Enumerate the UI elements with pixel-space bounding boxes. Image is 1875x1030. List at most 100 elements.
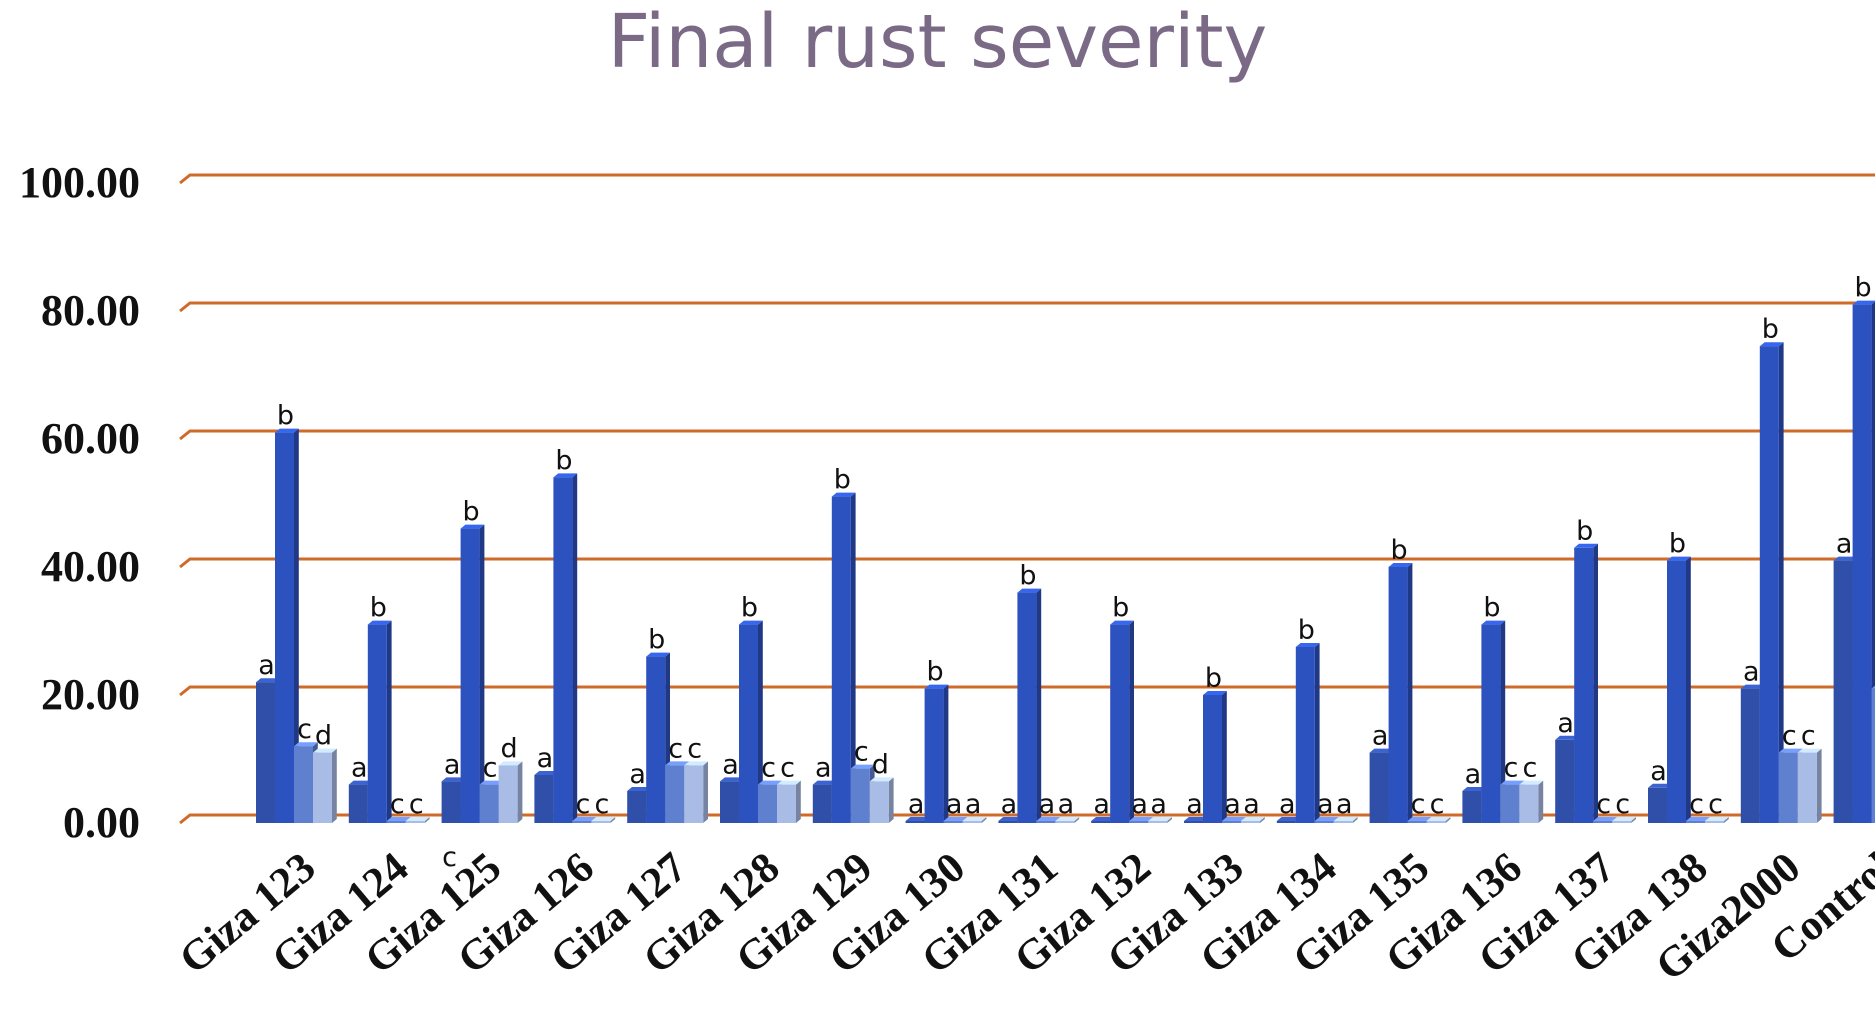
significance-letter: b [1298, 615, 1315, 646]
significance-letter: a [1317, 789, 1334, 820]
bar-top [869, 777, 894, 782]
significance-letter: d [872, 749, 889, 780]
bar [367, 624, 387, 823]
bar [1481, 624, 1501, 823]
bar-top [1833, 556, 1858, 561]
bar-top [1222, 817, 1246, 821]
bar-top [1612, 817, 1636, 821]
bar-top [1426, 817, 1451, 821]
bar [441, 781, 461, 823]
bar-side [294, 428, 299, 823]
bar-side [888, 777, 894, 823]
bar-top [1481, 620, 1506, 625]
bar-top [831, 492, 856, 497]
significance-letter: a [1279, 789, 1296, 820]
bar [1110, 624, 1130, 823]
bar [1426, 821, 1446, 823]
bar [1759, 346, 1779, 823]
bar-top [1740, 684, 1765, 689]
bar [1295, 647, 1315, 823]
significance-letter: a [1058, 789, 1075, 820]
bar-side [1593, 543, 1598, 823]
significance-letter: a [1186, 789, 1203, 820]
bar-side [1167, 817, 1172, 823]
bar-top [1555, 735, 1579, 740]
significance-letter: b [1019, 561, 1036, 592]
significance-letter: a [722, 749, 739, 780]
bar-side [1724, 817, 1729, 823]
bar-top [460, 524, 485, 529]
significance-letter: c [1430, 789, 1445, 820]
significance-letter: a [1001, 789, 1018, 820]
bar-side [703, 761, 708, 823]
bar-top [1519, 780, 1544, 785]
bar-top [627, 787, 651, 791]
significance-letter: a [1336, 789, 1353, 820]
y-tick-label: 40.00 [41, 542, 140, 591]
significance-letter: a [258, 650, 275, 681]
bar [850, 768, 870, 823]
significance-letter: b [463, 497, 480, 528]
significance-letter: c [483, 753, 498, 784]
bar-top [534, 771, 559, 775]
bar-side [1074, 817, 1080, 823]
y-tick-label: 60.00 [41, 414, 140, 463]
bar [1833, 560, 1853, 823]
bar [777, 784, 796, 823]
bar-top [1333, 817, 1358, 821]
bar-top [684, 761, 708, 766]
bar-top [275, 428, 299, 433]
significance-letter: d [501, 733, 518, 764]
bar-side [1631, 817, 1636, 823]
significance-letter: c [668, 733, 683, 764]
bar-side [1260, 817, 1265, 823]
bar-top [1462, 787, 1487, 791]
bar [1871, 688, 1875, 823]
bar [1686, 821, 1705, 823]
bar-top [256, 678, 280, 683]
significance-letter: b [1669, 529, 1686, 560]
bar-top [1295, 643, 1320, 647]
bar [275, 432, 294, 823]
bar [1276, 821, 1296, 823]
bar-top [479, 780, 504, 785]
y-tick-label: 80.00 [41, 286, 140, 335]
bar [905, 821, 925, 823]
bar [294, 746, 313, 823]
bar-side [1129, 620, 1134, 823]
bar [1555, 739, 1575, 823]
bar-top [1778, 748, 1803, 753]
significance-letter: c [1411, 789, 1426, 820]
significance-letter: a [1465, 759, 1482, 790]
significance-letter: b [834, 465, 851, 496]
bar [998, 821, 1018, 823]
bar-top [591, 817, 616, 821]
bar [1500, 784, 1520, 823]
significance-letter: a [908, 789, 925, 820]
bar-side [572, 473, 578, 823]
bar-top [572, 817, 597, 821]
y-tick-label: 0.00 [63, 798, 140, 847]
significance-letter: c [1708, 789, 1723, 820]
significance-letter: b [927, 657, 944, 688]
bar-side [386, 620, 392, 823]
bar-top [924, 684, 949, 689]
bar [812, 784, 832, 823]
bar-top [1574, 543, 1598, 548]
y-axis-ticks: 0.00 20.00 40.00 60.00 80.00 100.00 [19, 158, 140, 847]
bar-side [796, 780, 801, 823]
bar [460, 528, 480, 823]
bar-side [1500, 620, 1506, 823]
bar [1407, 821, 1427, 823]
gridline [179, 557, 1875, 569]
bar-top [1110, 620, 1134, 625]
bar [386, 821, 406, 823]
significance-letter: c [1596, 789, 1611, 820]
bar-top [1388, 563, 1413, 567]
bar [1667, 560, 1686, 823]
significance-letter: b [555, 445, 572, 476]
bar-top [1017, 588, 1042, 593]
bar-top [1148, 817, 1172, 821]
bar-top [498, 761, 523, 766]
